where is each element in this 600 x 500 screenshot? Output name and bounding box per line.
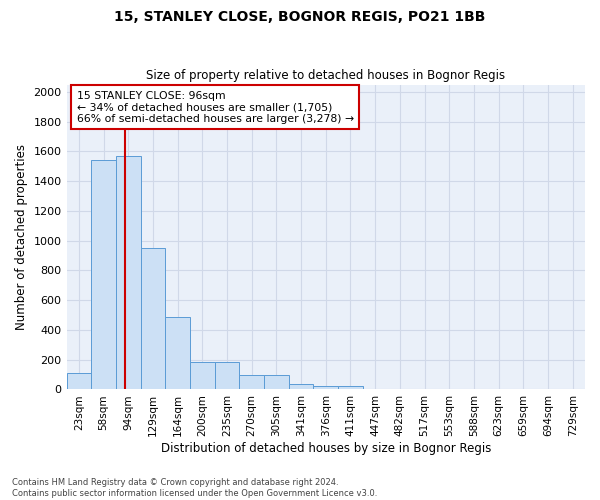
- Bar: [264, 374, 289, 390]
- Bar: [338, 386, 363, 390]
- Bar: [289, 384, 313, 390]
- Text: Contains HM Land Registry data © Crown copyright and database right 2024.
Contai: Contains HM Land Registry data © Crown c…: [12, 478, 377, 498]
- Text: 15 STANLEY CLOSE: 96sqm
← 34% of detached houses are smaller (1,705)
66% of semi: 15 STANLEY CLOSE: 96sqm ← 34% of detache…: [77, 90, 354, 124]
- Bar: [140, 248, 165, 390]
- Bar: [190, 362, 215, 390]
- Bar: [313, 386, 338, 390]
- Title: Size of property relative to detached houses in Bognor Regis: Size of property relative to detached ho…: [146, 69, 505, 82]
- Bar: [67, 373, 91, 390]
- X-axis label: Distribution of detached houses by size in Bognor Regis: Distribution of detached houses by size …: [161, 442, 491, 455]
- Text: 15, STANLEY CLOSE, BOGNOR REGIS, PO21 1BB: 15, STANLEY CLOSE, BOGNOR REGIS, PO21 1B…: [115, 10, 485, 24]
- Y-axis label: Number of detached properties: Number of detached properties: [15, 144, 28, 330]
- Bar: [215, 362, 239, 390]
- Bar: [165, 316, 190, 390]
- Bar: [91, 160, 116, 390]
- Bar: [116, 156, 140, 390]
- Bar: [239, 374, 264, 390]
